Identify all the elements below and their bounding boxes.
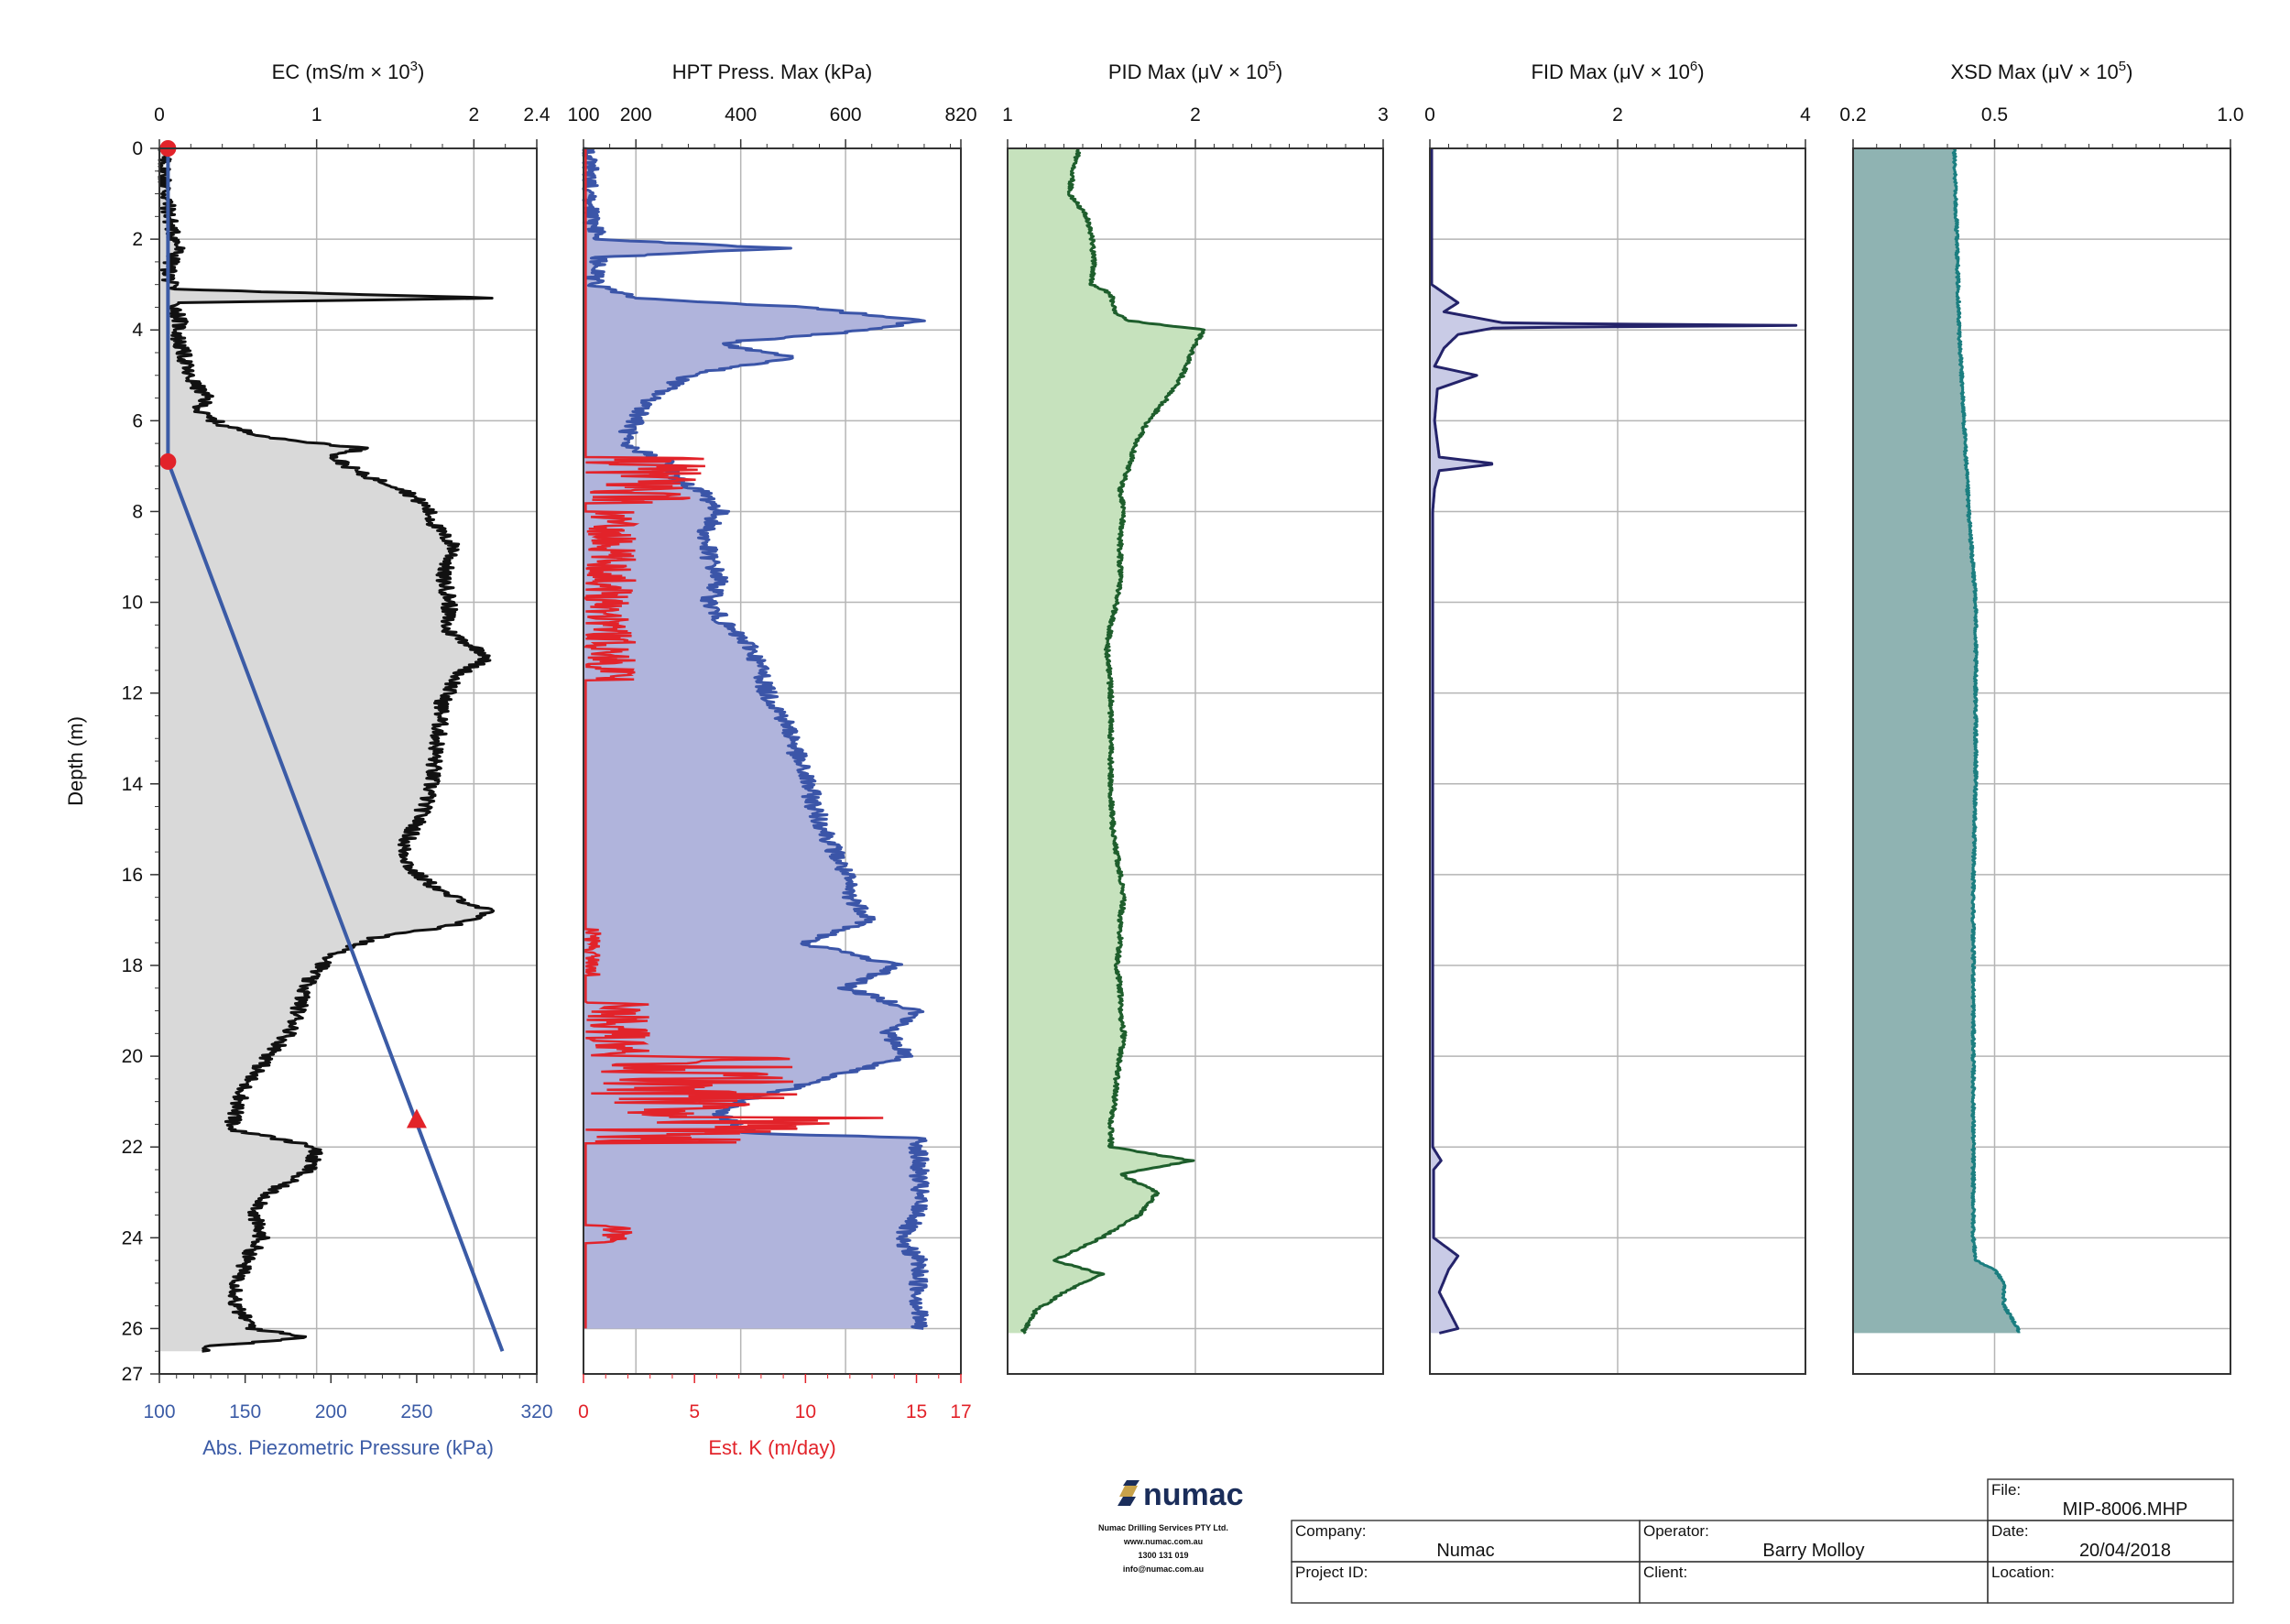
water-level-triangle-icon [406, 1108, 427, 1128]
company-value: Numac [1436, 1541, 1494, 1561]
location-cell [1987, 1561, 2234, 1604]
ec-tick-label-0: 0 [154, 104, 165, 125]
depth-tick-label-24: 24 [122, 1227, 144, 1248]
title-block [1291, 1478, 2234, 1604]
pressure-axis-label: Abs. Piezometric Pressure (kPa) [202, 1436, 494, 1459]
ec-area-fill [159, 148, 494, 1352]
pid-title: PID Max (μV × 105) [1108, 59, 1282, 83]
depth-tick-label-16: 16 [122, 865, 143, 886]
client-label: Client: [1643, 1564, 1687, 1581]
file-label: File: [1991, 1481, 2021, 1499]
fid-tick-label-0: 0 [1424, 104, 1435, 125]
est-k-series-line [583, 148, 884, 1329]
xsd-tick-label-1.0: 1.0 [2217, 104, 2243, 125]
k-tick-label-15: 15 [906, 1401, 927, 1422]
depth-tick-label-27: 27 [122, 1364, 143, 1385]
logo-web: www.numac.com.au [1123, 1537, 1203, 1546]
title-block-text: File: MIP-8006.MHP Company: Numac Operat… [1295, 1481, 2187, 1581]
depth-tick-label-4: 4 [132, 320, 143, 341]
fid-tick-label-4: 4 [1800, 104, 1811, 125]
pressure-tick-label-200: 200 [315, 1401, 347, 1422]
depth-tick-label-22: 22 [122, 1137, 143, 1158]
k-tick-label-0: 0 [578, 1401, 589, 1422]
logo-phone: 1300 131 019 [1138, 1551, 1188, 1560]
pressure-tick-label-100: 100 [143, 1401, 175, 1422]
hpt-tick-label-100: 100 [567, 104, 599, 125]
ec-title: EC (mS/m × 103) [272, 59, 425, 83]
hpt-title: HPT Press. Max (kPa) [672, 60, 872, 83]
hpt-panel-frame [583, 147, 962, 1375]
depth-tick-label-8: 8 [132, 501, 143, 522]
numac-logo: numac Numac Drilling Services PTY Ltd. w… [1098, 1477, 1244, 1574]
hpt-tick-label-200: 200 [620, 104, 652, 125]
xsd-tick-label-0.2: 0.2 [1839, 104, 1866, 125]
logo-wordmark: numac [1143, 1477, 1244, 1512]
location-label: Location: [1991, 1564, 2055, 1581]
pid-series-line [1020, 147, 1206, 1335]
date-label: Date: [1991, 1522, 2029, 1540]
depth-tick-label-12: 12 [122, 683, 143, 704]
fill-layer [159, 148, 2020, 1352]
depth-tick-label-20: 20 [122, 1046, 143, 1067]
xsd-series-line [1951, 147, 2021, 1334]
pressure-tick-label-320: 320 [520, 1401, 552, 1422]
k-tick-label-10: 10 [795, 1401, 816, 1422]
file-value: MIP-8006.MHP [2063, 1499, 2188, 1520]
project-label: Project ID: [1295, 1564, 1368, 1581]
depth-tick-label-0: 0 [132, 138, 143, 159]
overlay-layer [159, 140, 884, 1352]
xsd-title: XSD Max (μV × 105) [1951, 59, 2133, 83]
ec-tick-label-2: 2 [468, 104, 479, 125]
series-layer [158, 147, 2021, 1353]
depth-tick-label-18: 18 [122, 955, 143, 976]
depth-tick-label-6: 6 [132, 410, 143, 431]
logo-company-line: Numac Drilling Services PTY Ltd. [1098, 1523, 1228, 1532]
pid-tick-label-2: 2 [1190, 104, 1201, 125]
ec-series-line [158, 147, 496, 1353]
depth-tick-label-26: 26 [122, 1318, 143, 1339]
k-tick-label-17: 17 [950, 1401, 971, 1422]
depth-tick-label-10: 10 [122, 593, 143, 614]
pid-area-fill [1008, 148, 1205, 1334]
fid-tick-label-2: 2 [1612, 104, 1623, 125]
numac-logo-mark-icon [1118, 1480, 1140, 1506]
client-cell [1639, 1561, 1989, 1604]
fid-series-line [1430, 147, 1798, 1335]
date-value: 20/04/2018 [2079, 1541, 2171, 1561]
pid-tick-label-1: 1 [1002, 104, 1013, 125]
depth-axis-label: Depth (m) [64, 716, 87, 806]
depth-tick-label-2: 2 [132, 229, 143, 250]
k-tick-label-5: 5 [689, 1401, 700, 1422]
hpt-tick-label-820: 820 [944, 104, 976, 125]
ec-tick-label-1: 1 [311, 104, 322, 125]
frame-layer [150, 139, 2231, 1383]
xsd-tick-label-0.5: 0.5 [1981, 104, 2008, 125]
pressure-tick-label-150: 150 [229, 1401, 261, 1422]
hpt-tick-label-400: 400 [725, 104, 757, 125]
fid-title: FID Max (μV × 106) [1531, 59, 1704, 83]
company-label: Company: [1295, 1522, 1366, 1540]
hpt-tick-label-600: 600 [830, 104, 862, 125]
operator-value: Barry Molloy [1762, 1541, 1864, 1561]
ec-tick-label-2.4: 2.4 [523, 104, 551, 125]
hpt-area-fill [583, 148, 929, 1329]
pressure-marker-circle-1 [159, 452, 177, 470]
k-axis-label: Est. K (m/day) [708, 1436, 835, 1459]
pid-tick-label-3: 3 [1378, 104, 1389, 125]
pressure-tick-label-250: 250 [400, 1401, 432, 1422]
logo-email: info@numac.com.au [1123, 1564, 1204, 1574]
xsd-area-fill [1853, 148, 2020, 1334]
operator-label: Operator: [1643, 1522, 1709, 1540]
depth-tick-label-14: 14 [122, 774, 144, 795]
